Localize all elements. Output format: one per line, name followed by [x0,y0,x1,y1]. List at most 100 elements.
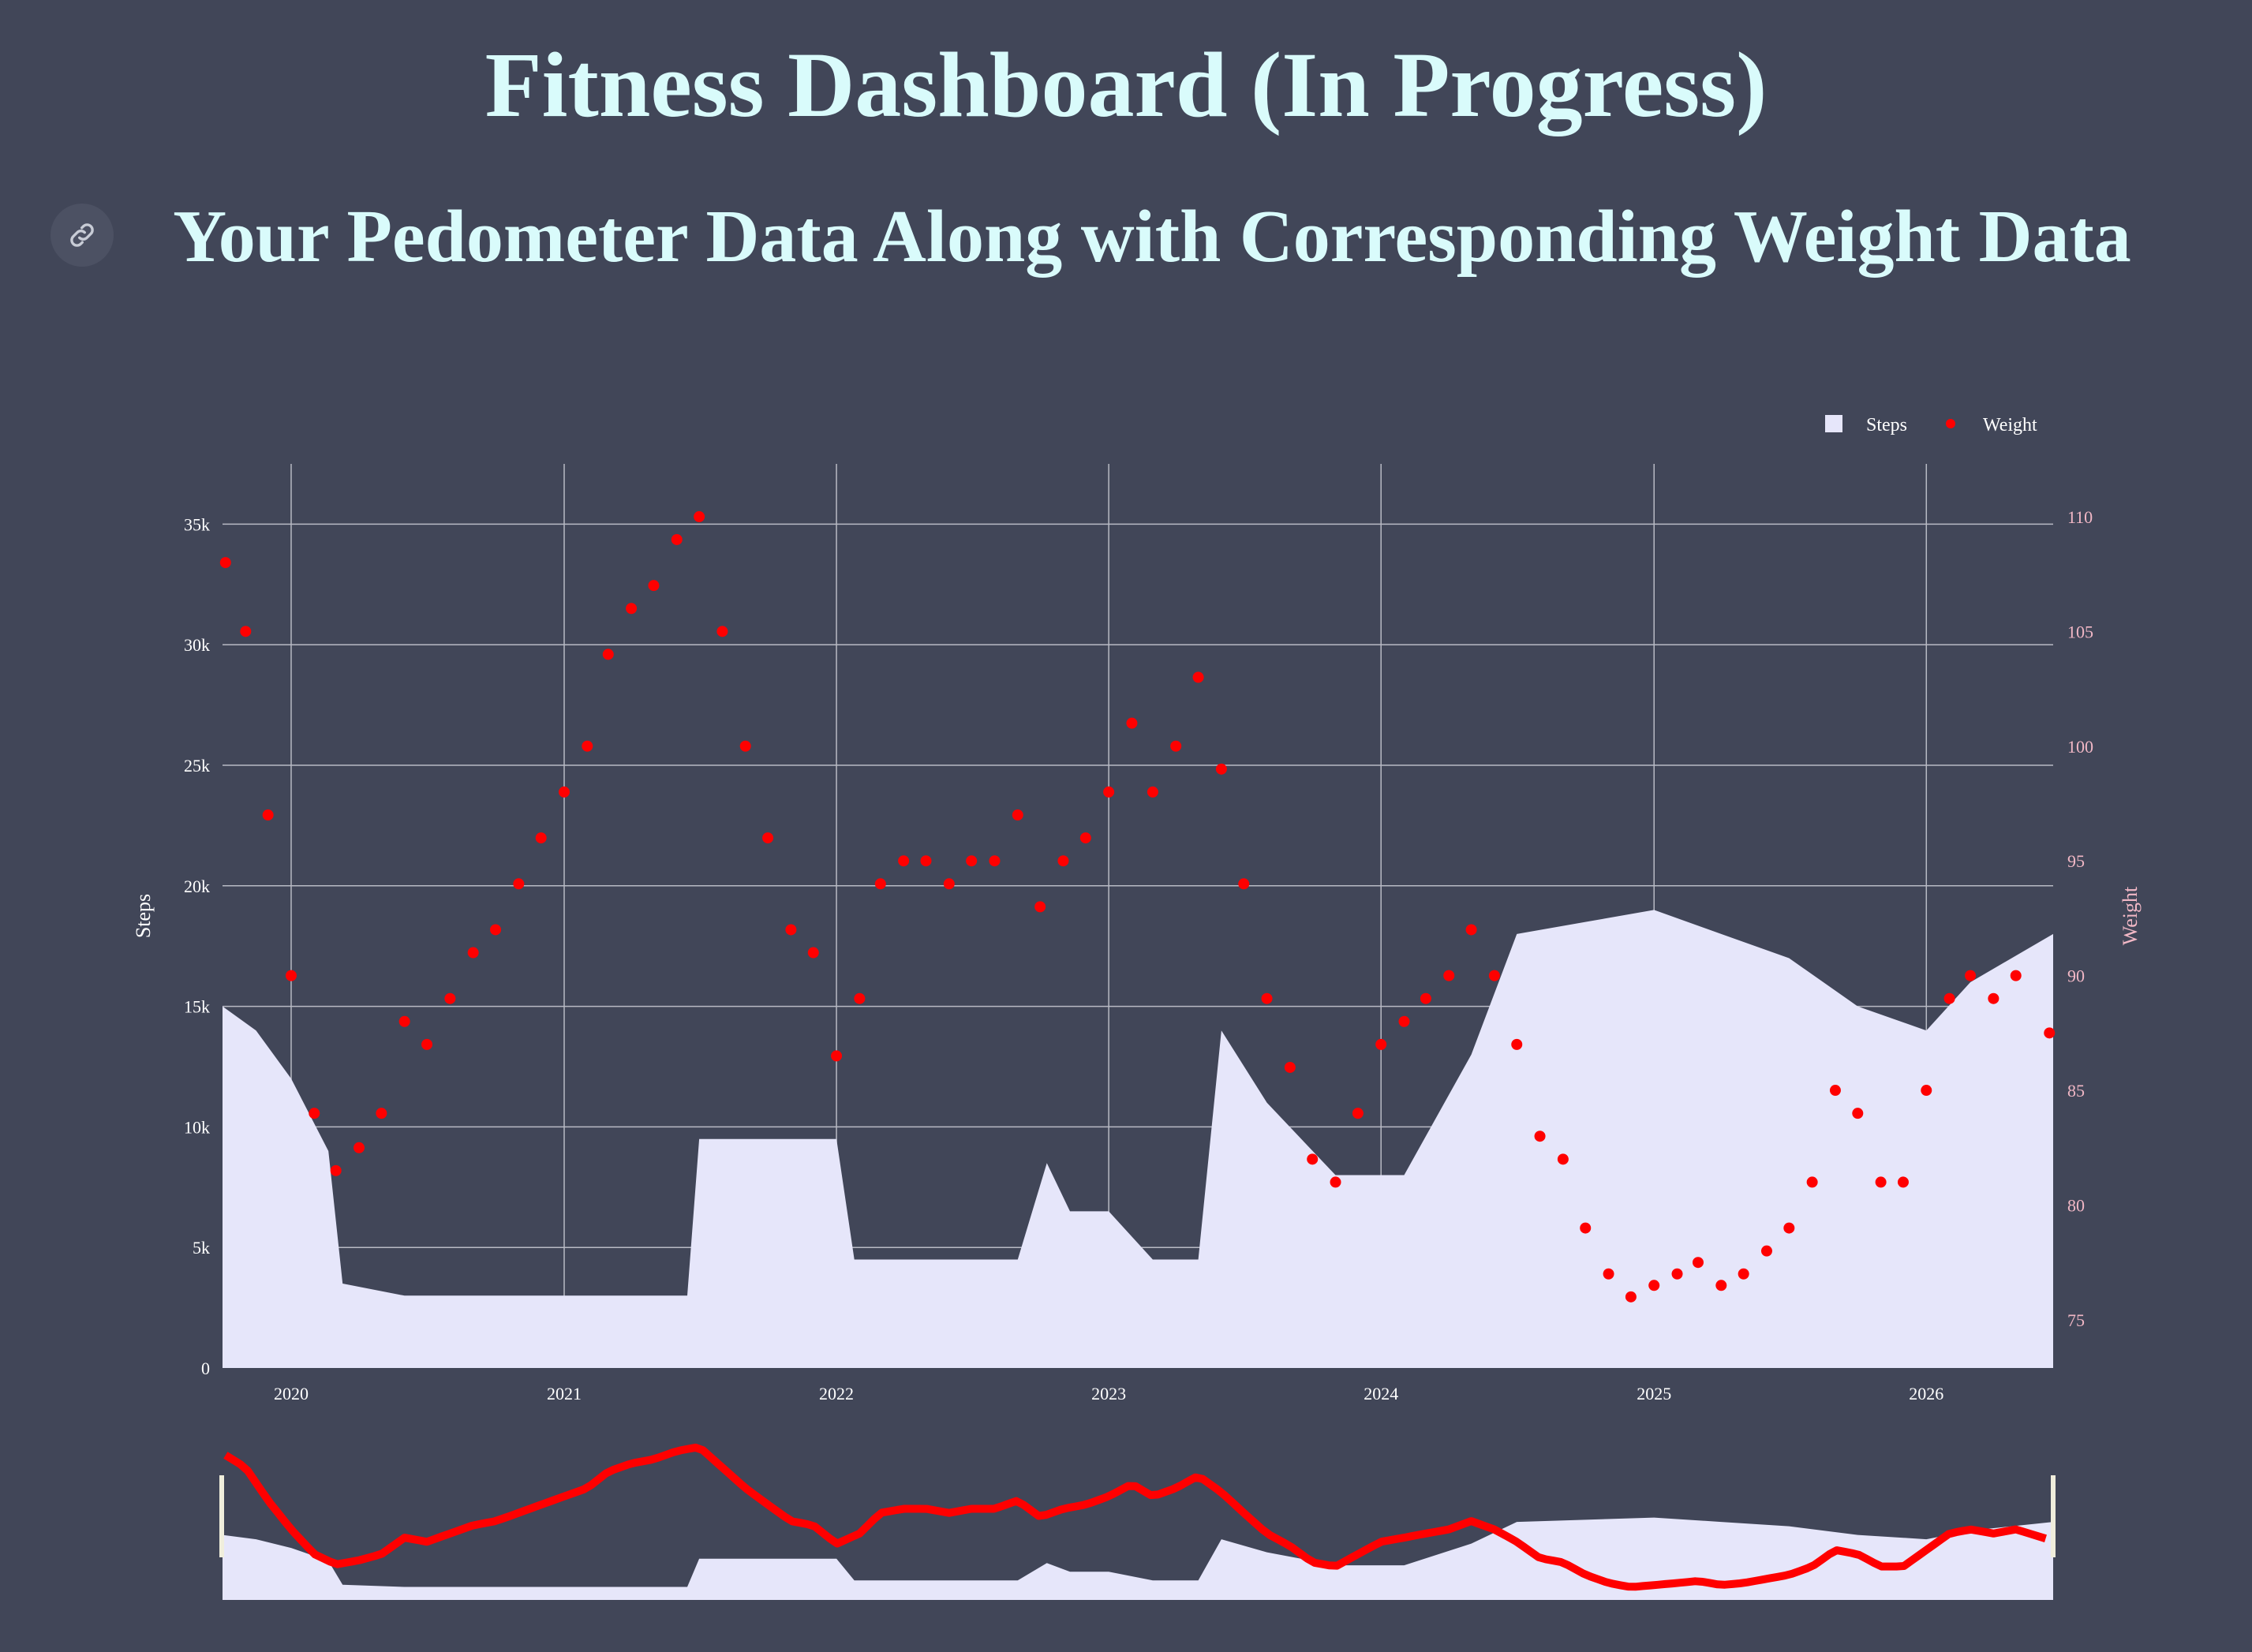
weight-point [1352,1108,1364,1119]
y-tick-label: 35k [184,514,210,534]
weight-point [1215,763,1227,775]
weight-point [1398,1015,1410,1027]
y-tick-label: 30k [184,635,210,655]
weight-point [398,1015,410,1027]
legend[interactable]: Steps Weight [1825,415,2037,435]
steps-series [223,910,2053,1368]
weight-point [626,603,638,615]
weight-point [1648,1280,1660,1291]
weight-point [1170,740,1182,752]
weight-point [1284,1061,1296,1073]
legend-steps-label: Steps [1866,415,1907,435]
y2-tick-label: 80 [2067,1195,2085,1215]
y-tick-label: 10k [184,1117,210,1137]
weight-point [943,878,955,890]
range-slider-handle-left[interactable] [219,1475,224,1557]
y-tick-label: 5k [193,1238,210,1258]
weight-point [1420,992,1431,1004]
x-axis-ticks: 2020 2021 2022 2023 2024 2025 2026 [274,1384,1943,1403]
weight-point [1443,970,1455,981]
weight-point [1103,786,1115,798]
weight-point [1307,1153,1319,1165]
weight-point [1738,1268,1749,1280]
link-button[interactable] [51,204,114,267]
weight-point [1715,1280,1727,1291]
weight-point [874,878,886,890]
right-axis-ticks: 75 80 85 90 95 100 105 110 [2067,507,2093,1330]
weight-point [1760,1245,1772,1257]
range-slider-handle-right[interactable] [2051,1475,2056,1557]
weight-point [1806,1176,1818,1188]
y2-tick-label: 75 [2067,1310,2085,1330]
weight-point [648,580,660,592]
x-tick-label: 2025 [1637,1384,1671,1403]
left-axis-ticks: 0 5k 10k 15k 20k 25k 30k 35k [184,514,210,1378]
weight-point [285,970,297,981]
y-tick-label: 20k [184,876,210,896]
weight-point [219,557,231,569]
weight-point [602,648,614,660]
weight-point [354,1142,365,1153]
weight-point [1079,832,1091,844]
weight-point [1897,1176,1909,1188]
weight-point [1034,901,1046,913]
y2-tick-label: 85 [2067,1081,2085,1101]
weight-point [1692,1257,1704,1269]
weight-point [1534,1131,1546,1142]
weight-point [421,1038,433,1050]
x-tick-label: 2024 [1364,1384,1398,1403]
weight-point [444,992,456,1004]
weight-point [2044,1027,2056,1039]
weight-point [1465,924,1477,936]
weight-point [831,1050,843,1062]
weight-point [1943,992,1955,1004]
y-tick-label: 25k [184,756,210,776]
weight-point [716,626,728,637]
weight-point [1625,1291,1637,1303]
weight-point [1057,855,1069,867]
weight-point [513,878,525,890]
weight-point [1330,1176,1341,1188]
y2-tick-label: 105 [2067,622,2093,641]
weight-point [262,809,274,821]
x-tick-label: 2020 [274,1384,309,1403]
weight-point [671,533,683,545]
x-tick-label: 2022 [819,1384,854,1403]
x-tick-label: 2021 [547,1384,582,1403]
weight-point [1829,1085,1841,1097]
right-axis-title: Weight [2119,886,2142,945]
weight-point [376,1108,387,1119]
y2-tick-label: 100 [2067,737,2093,757]
x-tick-label: 2026 [1909,1384,1943,1403]
range-slider-weight [223,1443,2047,1591]
weight-point [1375,1038,1387,1050]
weight-point [694,510,705,522]
weight-series [219,510,2056,1303]
weight-point [1965,970,1977,981]
chart-subtitle: Your Pedometer Data Along with Correspon… [173,196,2131,278]
legend-weight-swatch [1946,419,1955,428]
weight-point [966,855,978,867]
weight-point [1852,1108,1864,1119]
weight-point [739,740,751,752]
weight-point [1511,1038,1523,1050]
weight-point [1988,992,1999,1004]
weight-point [1580,1222,1592,1234]
legend-weight-label: Weight [1983,415,2037,435]
weight-point [1783,1222,1795,1234]
weight-point [1603,1268,1614,1280]
weight-point [1192,671,1204,683]
weight-point [240,626,252,637]
weight-point [330,1164,342,1176]
left-axis-title: Steps [132,894,155,938]
y-tick-label: 15k [184,997,210,1017]
steps-area [223,910,2053,1368]
weight-point [2010,970,2022,981]
weight-point [785,924,797,936]
weight-point [1921,1085,1932,1097]
y2-tick-label: 90 [2067,966,2085,986]
weight-point [1671,1268,1683,1280]
weight-point [1875,1176,1887,1188]
range-slider[interactable] [219,1437,2056,1600]
